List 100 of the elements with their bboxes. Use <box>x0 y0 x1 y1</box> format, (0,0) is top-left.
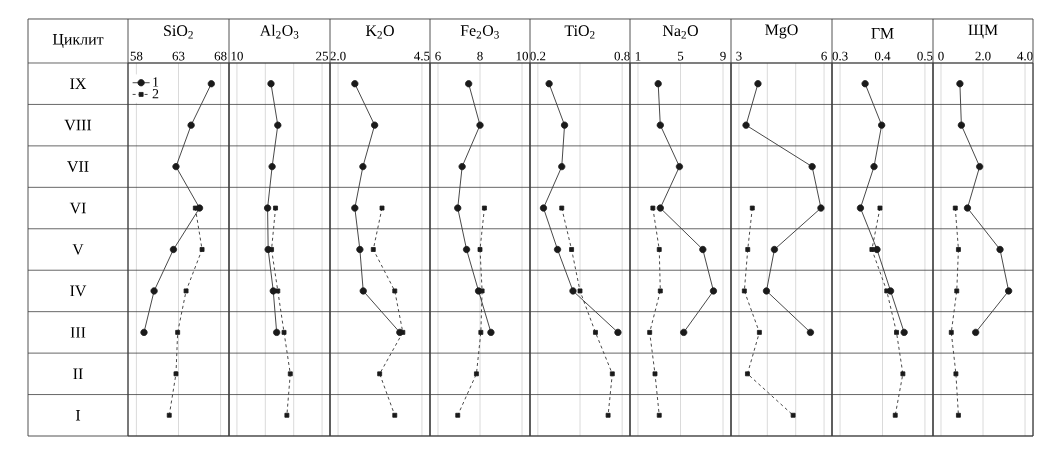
x-tick-label: 10 <box>516 51 529 61</box>
x-tick-label: 58 <box>130 51 143 61</box>
point <box>477 247 483 252</box>
y-tick-label: VII <box>67 161 89 172</box>
point <box>569 287 577 295</box>
point <box>150 287 158 295</box>
point <box>680 328 688 336</box>
point <box>351 204 359 212</box>
point <box>274 121 282 129</box>
point <box>954 288 960 294</box>
x-tick-label: 63 <box>172 51 185 61</box>
point <box>709 287 718 295</box>
point <box>392 412 398 418</box>
point <box>370 247 376 252</box>
point <box>462 245 471 254</box>
point <box>656 247 662 252</box>
point <box>900 328 908 336</box>
point <box>539 204 548 212</box>
x-tick-label: 1 <box>635 51 641 61</box>
x-tick-label: 25 <box>316 51 329 61</box>
point <box>957 121 965 129</box>
point <box>140 328 148 336</box>
point <box>207 80 215 88</box>
chart-title: ГМ <box>871 28 894 39</box>
point <box>963 204 972 212</box>
chart-title: ЩМ <box>968 24 998 39</box>
chart-title: TiO$_{2}$ <box>564 25 595 39</box>
point <box>287 371 293 377</box>
point <box>593 329 598 335</box>
point <box>371 121 379 129</box>
y-tick-label: I <box>75 410 81 421</box>
point <box>377 371 383 377</box>
point <box>808 163 816 171</box>
point <box>559 205 565 211</box>
point <box>273 205 278 211</box>
y-tick-label: III <box>70 327 86 338</box>
chart-title: SiO$_{2}$ <box>164 25 193 39</box>
x-tick-label: 2.0 <box>975 51 991 61</box>
x-tick-label: 6 <box>821 51 827 61</box>
point <box>474 371 479 377</box>
point <box>675 163 684 171</box>
point <box>558 163 566 171</box>
point <box>173 371 179 377</box>
point <box>169 245 178 254</box>
point <box>878 121 886 129</box>
point <box>749 205 755 211</box>
point <box>545 80 553 88</box>
point <box>263 204 272 212</box>
point <box>379 205 385 211</box>
point <box>894 329 899 335</box>
point <box>790 412 796 418</box>
point <box>953 371 959 377</box>
x-tick-label: 0.4 <box>874 51 891 61</box>
x-tick-label: 0.2 <box>530 51 546 61</box>
y-tick-label: IX <box>70 78 87 89</box>
point <box>861 80 869 88</box>
point <box>392 288 398 294</box>
point <box>269 247 274 252</box>
chart-title: Al$_{2}$O$_{3}$ <box>259 24 299 39</box>
legend-label: 2 <box>152 89 159 99</box>
point <box>952 205 958 211</box>
point <box>267 80 275 88</box>
point <box>192 205 198 211</box>
point <box>175 329 181 335</box>
point <box>892 412 898 418</box>
point <box>873 245 881 254</box>
point <box>877 205 883 211</box>
point <box>884 288 890 294</box>
x-tick-label: 10 <box>231 51 243 61</box>
point <box>742 121 750 129</box>
point <box>400 329 406 335</box>
point <box>476 121 484 129</box>
point <box>605 412 611 418</box>
y-tick-label: VI <box>69 202 86 214</box>
point <box>754 80 762 88</box>
x-tick-label: 68 <box>214 51 227 61</box>
point <box>650 205 656 211</box>
point <box>359 287 367 295</box>
point <box>869 247 875 252</box>
chart-title: K$_{2}$O <box>365 25 394 39</box>
point <box>183 288 189 294</box>
point <box>609 371 615 377</box>
point <box>745 371 750 377</box>
point <box>479 288 485 294</box>
point <box>569 247 574 252</box>
point <box>647 329 653 335</box>
point <box>359 163 367 171</box>
point <box>560 121 569 129</box>
chart-title: Fe$_{2}$O$_{3}$ <box>460 25 499 39</box>
point <box>996 245 1004 254</box>
y-tick-label: V <box>72 244 84 255</box>
point <box>656 121 664 129</box>
point <box>856 204 865 212</box>
point <box>1005 287 1013 295</box>
point <box>273 328 281 336</box>
y-tick-label: IV <box>70 285 87 297</box>
x-tick-label: 0 <box>938 51 944 61</box>
y-tick-label: VIII <box>64 119 92 131</box>
point <box>281 329 287 335</box>
x-tick-label: 3 <box>736 51 742 61</box>
